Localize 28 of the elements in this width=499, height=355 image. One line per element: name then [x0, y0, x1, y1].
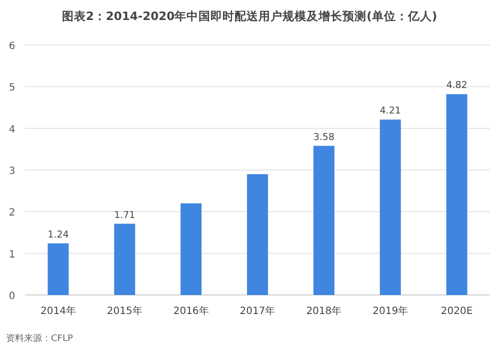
- y-tick-label: 2: [8, 208, 16, 219]
- bar: [446, 94, 468, 295]
- bar: [48, 243, 69, 295]
- x-tick-label: 2020E: [440, 306, 473, 317]
- y-tick-label: 3: [8, 166, 16, 177]
- data-label: 4.82: [446, 80, 468, 92]
- data-label: 3.58: [313, 132, 335, 143]
- x-tick-label: 2015年: [106, 305, 142, 317]
- x-tick-label: 2018年: [306, 305, 342, 317]
- text: 资料来源：CFLP: [6, 333, 74, 344]
- y-tick-label: 4: [8, 124, 16, 136]
- bar: [247, 174, 268, 295]
- x-tick-label: 2017年: [240, 305, 276, 317]
- y-tick-label: 0: [8, 291, 16, 302]
- x-tick-label: 2016年: [173, 305, 209, 317]
- x-tick-label: 2019年: [372, 305, 408, 317]
- x-tick-label: 2014年: [40, 305, 76, 317]
- data-label: 1.24: [48, 229, 69, 240]
- y-tick-label: 1: [8, 249, 16, 260]
- bar: [180, 203, 202, 295]
- bar: [380, 120, 401, 295]
- data-label: 1.71: [114, 210, 136, 221]
- y-tick-label: 6: [8, 41, 16, 52]
- chart-title: 图表2：2014-2020年中国即时配送用户规模及增长预测(单位：亿人): [62, 9, 438, 23]
- y-tick-label: 5: [8, 82, 16, 94]
- bar: [114, 224, 136, 295]
- bar: [313, 146, 334, 295]
- data-label: 4.21: [380, 106, 401, 117]
